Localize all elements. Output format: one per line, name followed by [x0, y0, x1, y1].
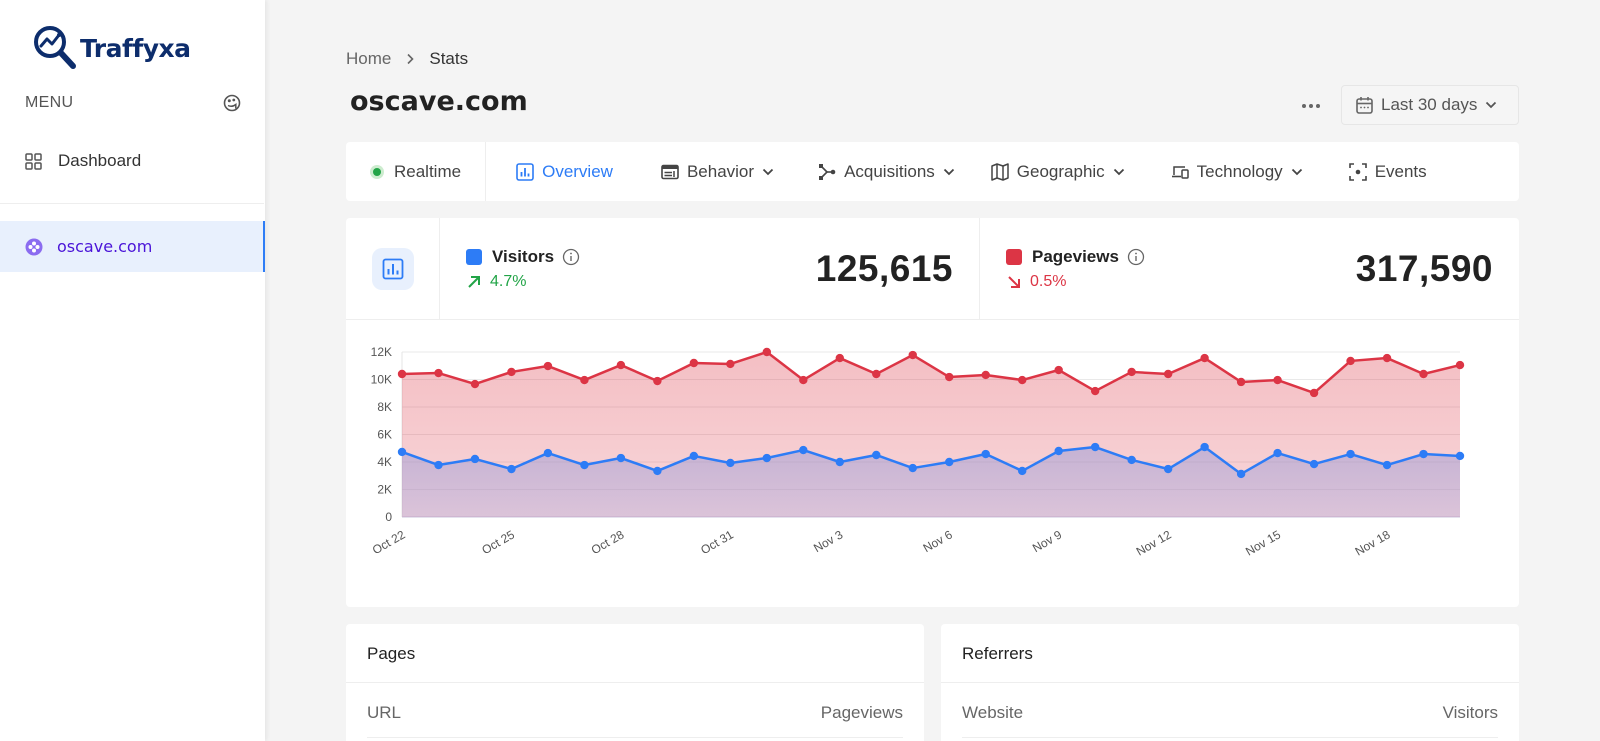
svg-text:8K: 8K — [377, 400, 392, 414]
map-icon — [991, 162, 1009, 181]
page-title: oscave.com — [350, 86, 528, 117]
info-icon[interactable] — [1127, 248, 1145, 266]
menu-label: MENU — [25, 94, 74, 111]
sidebar: Traffyxa MENU Dashboard oscave.com — [0, 0, 265, 741]
column-header-url: URL — [367, 703, 402, 722]
breadcrumb: Home Stats — [346, 49, 468, 69]
sidebar-item-label: oscave.com — [57, 237, 153, 256]
visitors-stat[interactable]: Visitors 4.7% 125,615 — [440, 218, 980, 319]
tab-acquisitions[interactable]: Acquisitions — [818, 142, 955, 201]
svg-text:2K: 2K — [377, 483, 392, 497]
brand-logo[interactable]: Traffyxa — [32, 24, 191, 72]
svg-text:Nov 3: Nov 3 — [811, 527, 845, 555]
area-chart: 0 2K 4K 6K 8K 10K 12K Oct 22 Oct 25 Oct 28 Oct 31 N… — [370, 345, 1465, 559]
date-range-dropdown[interactable]: Last 30 days — [1341, 85, 1519, 125]
svg-text:Nov 9: Nov 9 — [1030, 527, 1064, 555]
svg-text:Oct 28: Oct 28 — [589, 527, 627, 557]
brand-name: Traffyxa — [80, 33, 191, 63]
menu-header: MENU — [25, 94, 241, 112]
pages-panel: Pages URL Pageviews — [346, 624, 924, 741]
visitors-value: 125,615 — [815, 247, 953, 289]
svg-text:4K: 4K — [377, 455, 392, 469]
svg-text:Oct 31: Oct 31 — [698, 527, 736, 557]
traffic-chart[interactable]: 0 2K 4K 6K 8K 10K 12K Oct 22 Oct 25 Oct 28 Oct 31 N… — [346, 321, 1519, 607]
pageviews-change: 0.5% — [1030, 272, 1067, 290]
sidebar-item-site[interactable]: oscave.com — [0, 221, 265, 272]
pageviews-value: 317,590 — [1355, 247, 1493, 289]
visitors-change: 4.7% — [490, 272, 527, 290]
chevron-right-icon — [405, 53, 415, 65]
tab-realtime[interactable]: Realtime — [346, 142, 487, 201]
branch-icon — [818, 163, 836, 181]
visitors-label: Visitors — [492, 246, 555, 266]
chevron-down-icon — [1291, 168, 1303, 176]
chart-toggle-cell — [346, 218, 440, 319]
tab-label: Events — [1374, 161, 1427, 181]
pageviews-stat[interactable]: Pageviews 0.5% 317,590 — [980, 218, 1519, 319]
grid-icon — [25, 152, 42, 170]
tab-label: Geographic — [1016, 161, 1105, 181]
svg-text:Oct 22: Oct 22 — [370, 527, 408, 557]
tab-overview[interactable]: Overview — [516, 142, 613, 201]
live-dot-icon — [370, 164, 384, 179]
chart-toggle-button[interactable] — [371, 247, 414, 290]
svg-text:6K: 6K — [377, 428, 392, 442]
focus-icon — [1348, 162, 1367, 181]
tab-behavior[interactable]: Behavior — [661, 142, 774, 201]
svg-text:Nov 6: Nov 6 — [921, 527, 955, 555]
sidebar-item-dashboard[interactable]: Dashboard — [0, 144, 265, 178]
column-header-visitors: Visitors — [1442, 703, 1498, 722]
pageviews-legend-swatch — [1006, 248, 1022, 265]
palette-icon[interactable] — [223, 94, 241, 112]
svg-text:Nov 12: Nov 12 — [1134, 527, 1174, 558]
stats-summary: Visitors 4.7% 125,615 — [346, 218, 1519, 320]
breadcrumb-home[interactable]: Home — [346, 49, 392, 68]
pageviews-label: Pageviews — [1032, 246, 1119, 266]
svg-text:12K: 12K — [371, 345, 392, 359]
svg-text:10K: 10K — [371, 373, 392, 387]
tab-label: Acquisitions — [844, 161, 935, 181]
tab-label: Technology — [1196, 161, 1283, 181]
column-header-pageviews: Pageviews — [820, 703, 903, 722]
calendar-icon — [1356, 97, 1373, 114]
layout-icon — [661, 164, 679, 180]
referrers-panel: Referrers Website Visitors — [941, 624, 1519, 741]
devices-icon — [1171, 164, 1189, 180]
tab-geographic[interactable]: Geographic — [991, 142, 1125, 201]
chevron-down-icon — [1113, 168, 1125, 176]
chevron-down-icon — [762, 168, 774, 176]
breadcrumb-current: Stats — [429, 49, 469, 68]
tab-label: Behavior — [686, 161, 755, 181]
table-header: URL Pageviews — [367, 683, 903, 738]
more-options-button[interactable] — [1296, 96, 1326, 116]
chevron-down-icon — [1486, 101, 1497, 109]
column-header-website: Website — [962, 703, 1024, 722]
tab-label: Overview — [542, 161, 613, 181]
ellipsis-icon — [1302, 104, 1320, 108]
svg-text:Oct 25: Oct 25 — [479, 527, 517, 557]
svg-text:Nov 15: Nov 15 — [1243, 527, 1283, 558]
bar-chart-icon — [382, 258, 403, 279]
magnifier-chart-icon — [34, 26, 76, 69]
tab-label: Realtime — [394, 161, 462, 181]
tab-events[interactable]: Events — [1348, 142, 1427, 201]
chevron-down-icon — [943, 168, 955, 176]
date-range-label: Last 30 days — [1381, 95, 1478, 114]
arrow-down-right-icon — [1007, 275, 1021, 289]
sidebar-item-label: Dashboard — [58, 151, 142, 170]
sidebar-divider — [0, 203, 264, 204]
panel-title: Pages — [346, 624, 924, 683]
table-header: Website Visitors — [962, 683, 1498, 738]
site-icon — [25, 238, 43, 255]
stats-tabs: Realtime Overview Behavior Acquisitions — [346, 142, 1519, 201]
stats-card: Visitors 4.7% 125,615 — [346, 218, 1519, 607]
bar-chart-icon — [516, 162, 534, 181]
svg-text:Nov 18: Nov 18 — [1353, 527, 1393, 558]
info-icon[interactable] — [562, 248, 580, 266]
arrow-up-right-icon — [467, 275, 481, 289]
tab-technology[interactable]: Technology — [1171, 142, 1303, 201]
panel-title: Referrers — [941, 624, 1519, 683]
svg-text:0: 0 — [385, 510, 392, 524]
visitors-legend-swatch — [466, 248, 482, 265]
